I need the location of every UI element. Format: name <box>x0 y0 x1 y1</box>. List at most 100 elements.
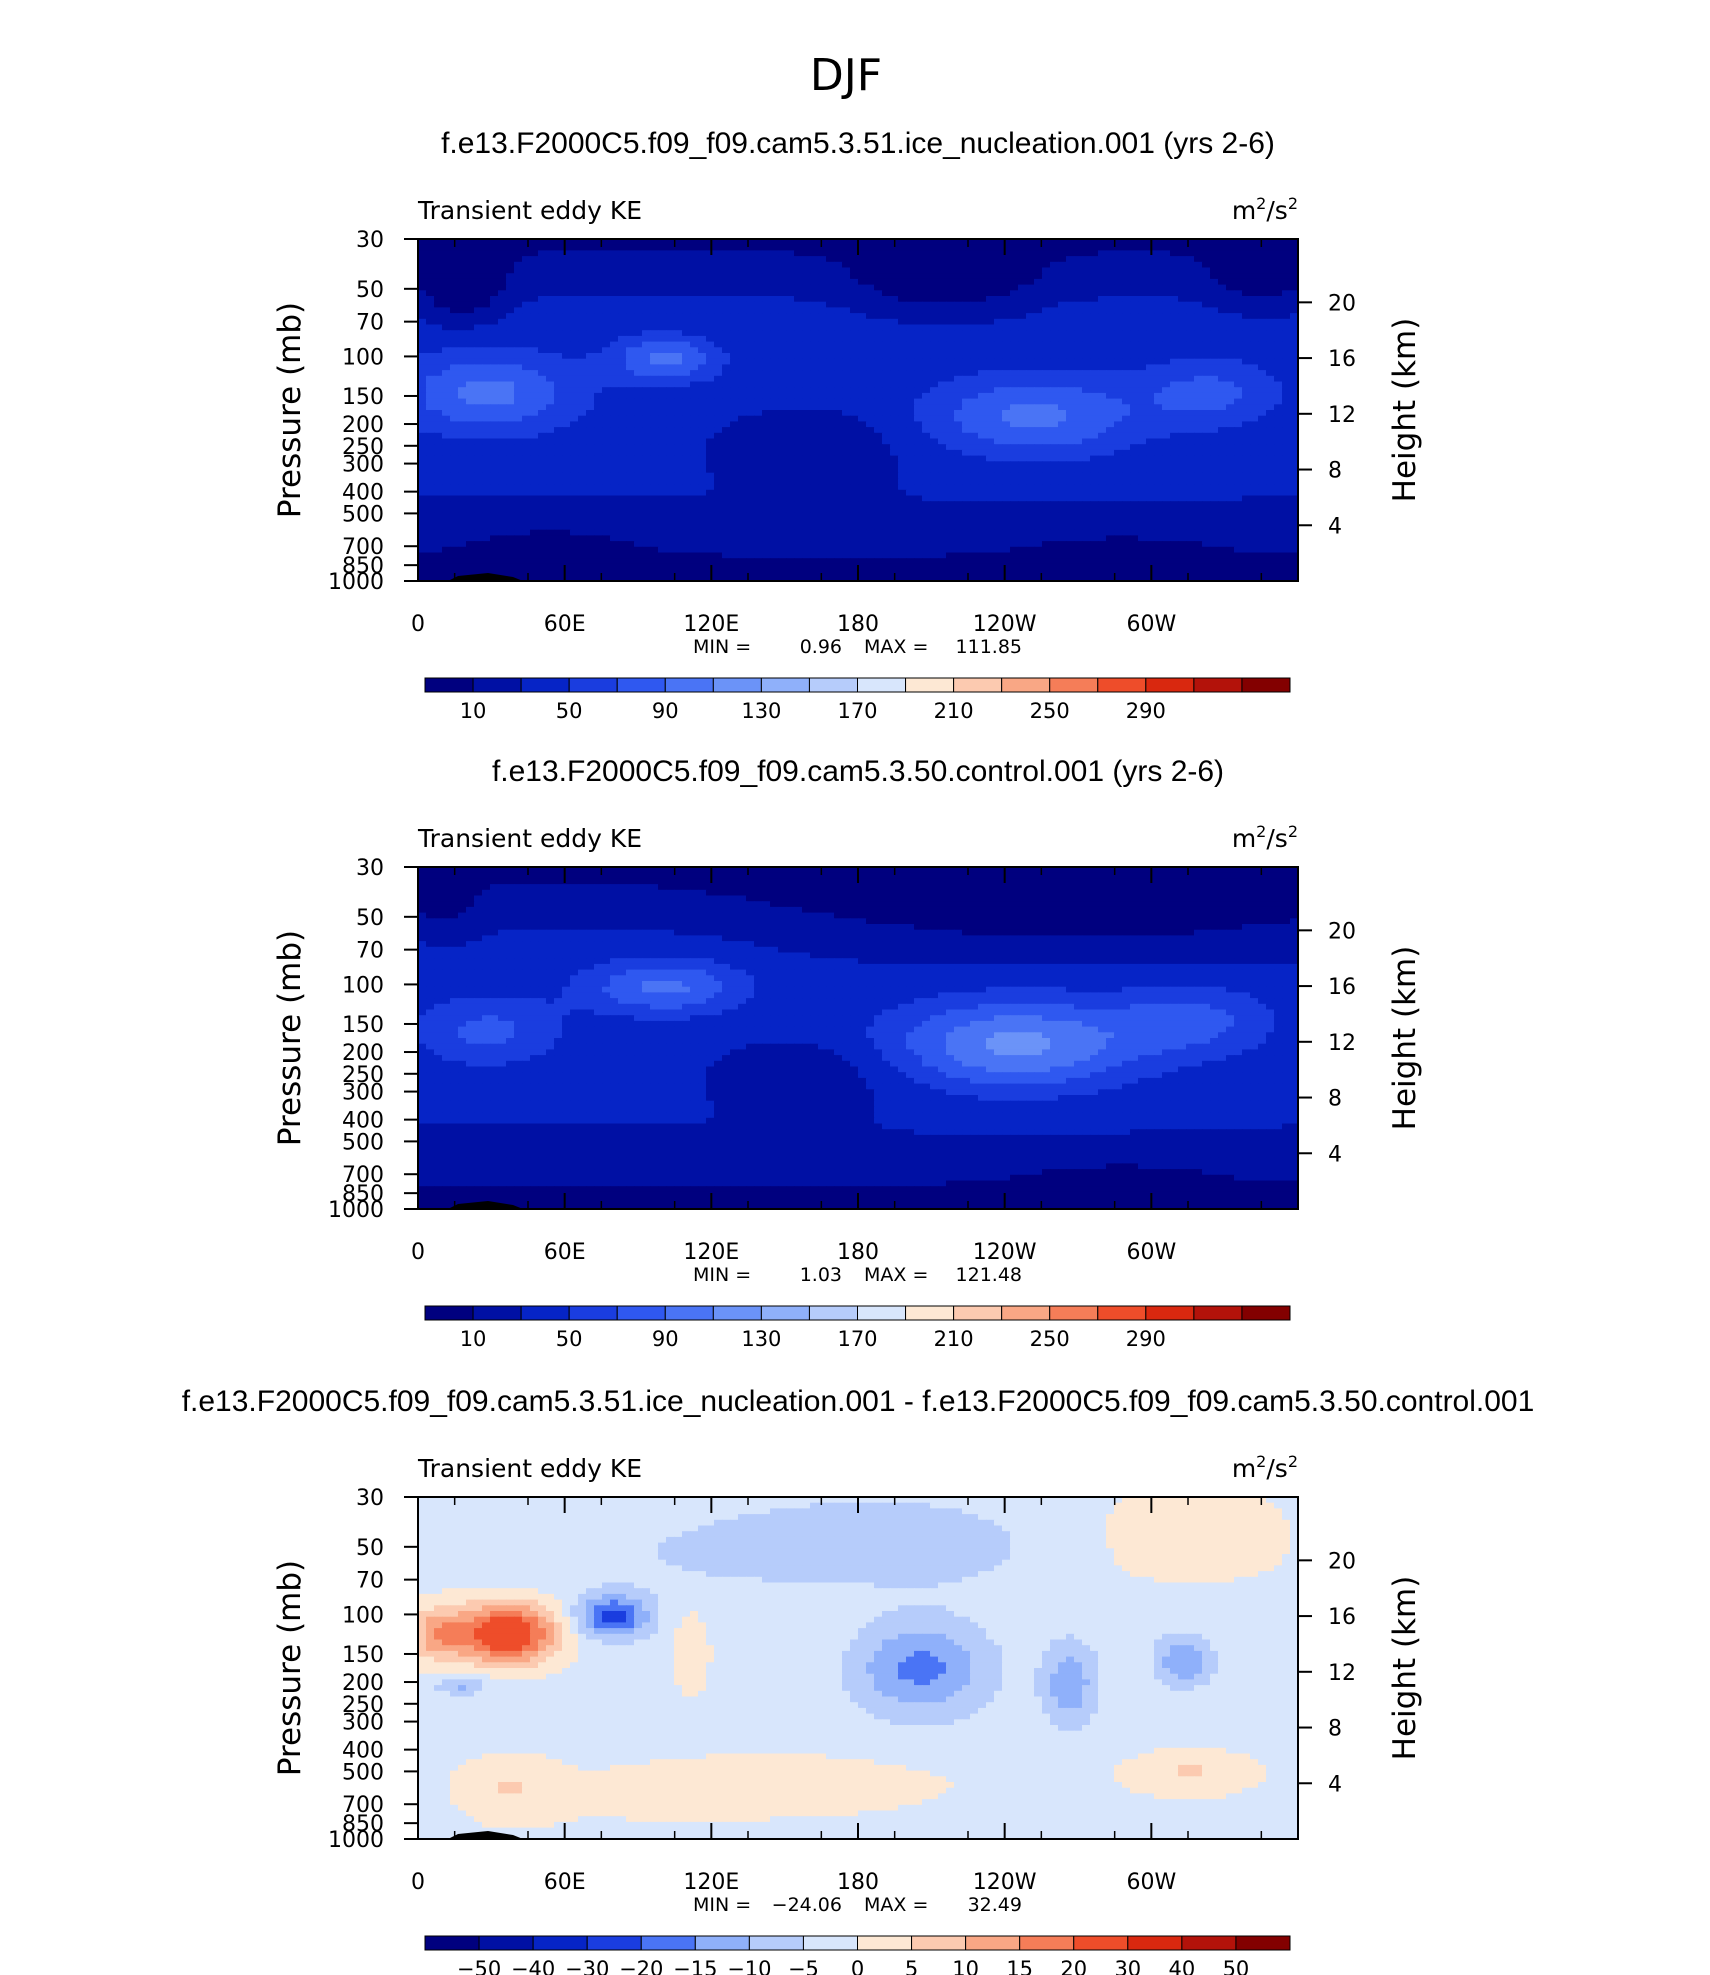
contour-cell <box>1226 455 1235 462</box>
contour-cell <box>650 484 659 491</box>
contour-cell <box>858 364 867 371</box>
contour-cell <box>738 318 747 326</box>
contour-cell <box>914 370 923 377</box>
contour-cell <box>730 273 739 280</box>
contour-cell <box>610 273 619 280</box>
contour-cell <box>1250 398 1259 405</box>
contour-cell <box>754 347 763 354</box>
contour-cell <box>1034 444 1043 451</box>
contour-cell <box>810 296 819 303</box>
contour-cell <box>698 296 707 303</box>
contour-cell <box>746 489 755 497</box>
contour-cell <box>650 250 659 257</box>
contour-cell <box>1122 307 1131 314</box>
contour-cell <box>626 421 635 428</box>
contour-cell <box>458 387 467 394</box>
contour-cell <box>1162 358 1171 365</box>
contour-cell <box>490 410 499 417</box>
contour-cell <box>778 335 787 343</box>
contour-cell <box>1026 358 1035 365</box>
contour-cell <box>586 484 595 491</box>
contour-cell <box>538 273 547 280</box>
contour-cell <box>1066 472 1075 479</box>
contour-cell <box>778 324 787 331</box>
contour-cell <box>578 370 587 377</box>
contour-cell <box>1178 489 1187 497</box>
contour-cell <box>938 341 947 348</box>
contour-cell <box>754 472 763 479</box>
contour-cell <box>882 455 891 462</box>
contour-cell <box>1258 427 1267 434</box>
contour-cell <box>602 484 611 491</box>
contour-cell <box>1138 341 1147 348</box>
contour-cell <box>546 307 555 314</box>
contour-cell <box>722 432 731 440</box>
contour-cell <box>1034 296 1043 303</box>
contour-cell <box>786 261 795 269</box>
contour-cell <box>738 478 747 485</box>
contour-cell <box>586 427 595 434</box>
contour-cell <box>1154 330 1163 337</box>
contour-cell <box>522 290 531 297</box>
contour-cell <box>1058 387 1067 394</box>
contour-cell <box>594 273 603 280</box>
contour-cell <box>1114 455 1123 462</box>
contour-cell <box>1146 335 1155 343</box>
contour-cell <box>522 364 531 371</box>
contour-cell <box>1290 364 1298 371</box>
contour-cell <box>1130 244 1139 251</box>
contour-cell <box>426 250 435 257</box>
contour-cell <box>594 353 603 360</box>
contour-cell <box>482 250 491 257</box>
contour-cell <box>1034 358 1043 365</box>
contour-cell <box>906 318 915 326</box>
contour-cell <box>674 313 683 320</box>
contour-cell <box>802 370 811 377</box>
contour-cell <box>1010 347 1019 354</box>
contour-cell <box>810 250 819 257</box>
contour-cell <box>1234 330 1243 337</box>
contour-cell <box>1098 244 1107 251</box>
contour-cell <box>994 444 1003 451</box>
contour-cell <box>762 387 771 394</box>
contour-cell <box>674 364 683 371</box>
contour-cell <box>1250 256 1259 263</box>
contour-cell <box>1194 335 1203 343</box>
contour-cell <box>658 381 667 388</box>
contour-cell <box>1082 278 1091 286</box>
contour-cell <box>738 398 747 405</box>
contour-cell <box>634 392 643 400</box>
contour-cell <box>602 318 611 326</box>
contour-cell <box>866 484 875 491</box>
contour-cell <box>1026 461 1035 468</box>
contour-cell <box>1002 250 1011 257</box>
contour-cell <box>418 461 427 468</box>
contour-cell <box>1162 250 1171 257</box>
contour-cell <box>962 387 971 394</box>
contour-cell <box>1282 432 1291 440</box>
contour-cell <box>498 250 507 257</box>
contour-cell <box>490 267 499 274</box>
contour-cell <box>762 239 771 246</box>
contour-cell <box>1170 273 1179 280</box>
contour-cell <box>626 387 635 394</box>
contour-cell <box>1082 324 1091 331</box>
contour-cell <box>522 330 531 337</box>
contour-cell <box>442 278 451 286</box>
contour-cell <box>602 381 611 388</box>
contour-cell <box>530 455 539 462</box>
contour-cell <box>914 484 923 491</box>
contour-cell <box>874 353 883 360</box>
contour-cell <box>530 387 539 394</box>
contour-cell <box>834 449 843 457</box>
contour-cell <box>666 284 675 291</box>
contour-cell <box>546 358 555 365</box>
contour-cell <box>1274 387 1283 394</box>
contour-cell <box>514 489 523 497</box>
contour-cell <box>482 467 491 474</box>
contour-cell <box>570 495 579 502</box>
contour-cell <box>586 387 595 394</box>
contour-cell <box>426 301 435 308</box>
contour-cell <box>482 335 491 343</box>
contour-cell <box>1282 290 1291 297</box>
